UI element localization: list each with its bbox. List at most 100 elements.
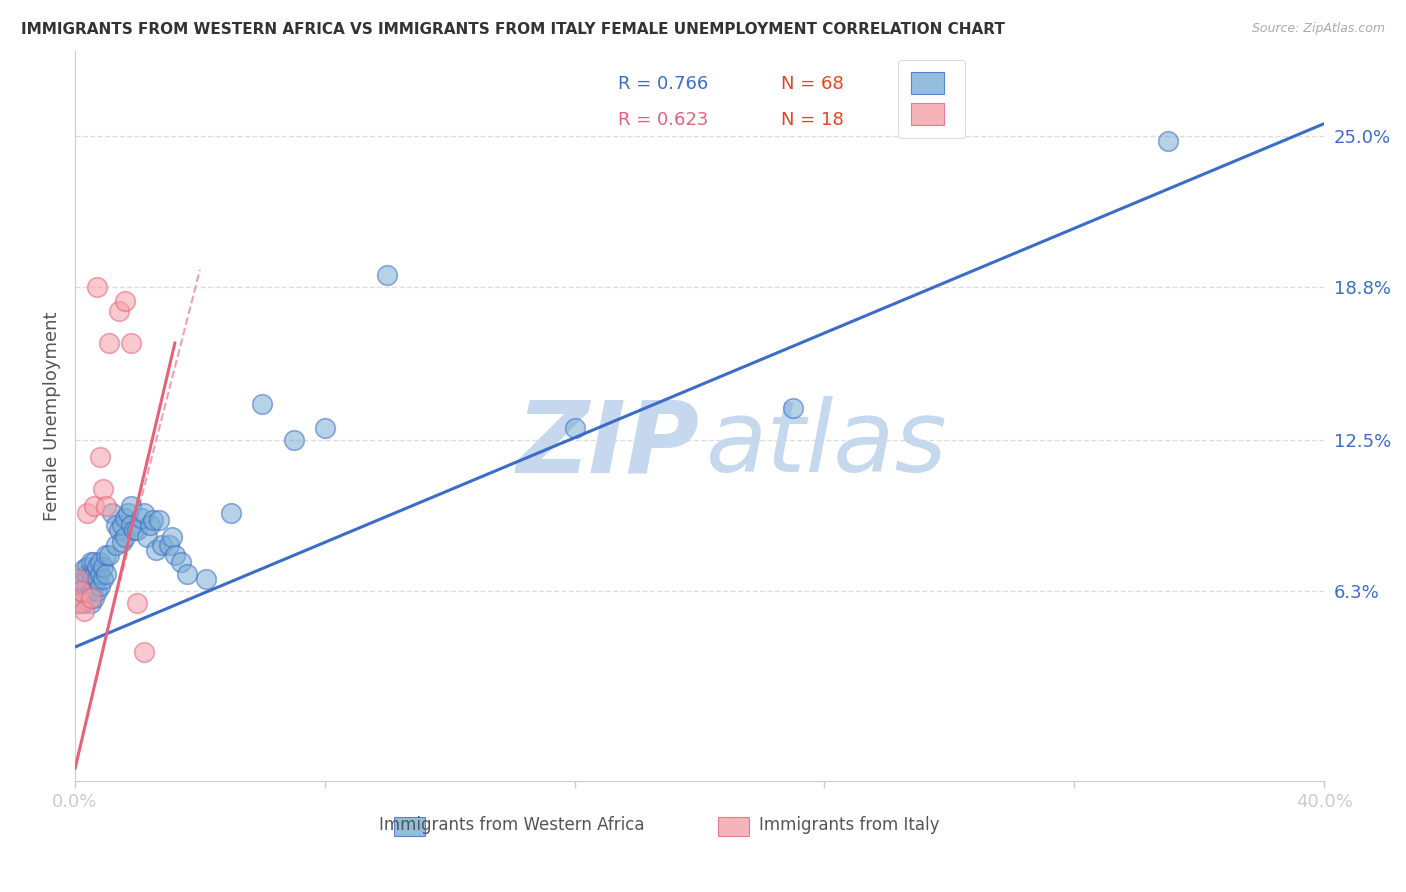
Immigrants from Italy (120, 335, 142, 350)
FancyBboxPatch shape (718, 817, 749, 836)
Immigrants from Western Africa (114, 531, 136, 545)
Immigrants from Western Africa (76, 574, 98, 589)
Immigrants from Western Africa (176, 566, 198, 581)
Text: R = 0.623: R = 0.623 (619, 111, 709, 129)
Text: N = 18: N = 18 (780, 111, 844, 129)
Immigrants from Western Africa (157, 538, 180, 552)
Immigrants from Western Africa (67, 596, 90, 610)
Legend: , : , (898, 60, 966, 138)
Text: Source: ZipAtlas.com: Source: ZipAtlas.com (1251, 22, 1385, 36)
Immigrants from Western Africa (111, 535, 134, 549)
Immigrants from Western Africa (104, 538, 127, 552)
Immigrants from Western Africa (70, 574, 93, 589)
Immigrants from Western Africa (160, 531, 183, 545)
Immigrants from Western Africa (79, 584, 101, 599)
Immigrants from Western Africa (219, 506, 242, 520)
Immigrants from Western Africa (1157, 134, 1180, 148)
Immigrants from Western Africa (170, 555, 193, 569)
Immigrants from Western Africa (83, 579, 105, 593)
Immigrants from Italy (114, 294, 136, 309)
Immigrants from Western Africa (145, 542, 167, 557)
Immigrants from Western Africa (83, 591, 105, 606)
Immigrants from Western Africa (79, 596, 101, 610)
Immigrants from Western Africa (86, 559, 108, 574)
Immigrants from Western Africa (79, 555, 101, 569)
Immigrants from Italy (96, 499, 118, 513)
Immigrants from Italy (70, 596, 93, 610)
Text: Immigrants from Italy: Immigrants from Italy (759, 815, 939, 834)
Immigrants from Italy (67, 596, 90, 610)
Immigrants from Western Africa (152, 538, 174, 552)
Immigrants from Italy (91, 482, 114, 496)
Text: N = 68: N = 68 (780, 75, 844, 93)
FancyBboxPatch shape (394, 817, 425, 836)
Immigrants from Western Africa (91, 559, 114, 574)
Text: atlas: atlas (706, 396, 948, 493)
Immigrants from Western Africa (782, 401, 804, 416)
Immigrants from Western Africa (76, 566, 98, 581)
Immigrants from Western Africa (111, 518, 134, 533)
Immigrants from Western Africa (76, 559, 98, 574)
Immigrants from Western Africa (132, 506, 155, 520)
Immigrants from Western Africa (73, 562, 96, 576)
Immigrants from Western Africa (375, 268, 398, 282)
Immigrants from Western Africa (98, 548, 121, 562)
Immigrants from Italy (73, 603, 96, 617)
Immigrants from Italy (107, 304, 129, 318)
Y-axis label: Female Unemployment: Female Unemployment (44, 311, 60, 521)
Immigrants from Western Africa (107, 523, 129, 537)
Immigrants from Western Africa (252, 396, 274, 410)
Immigrants from Western Africa (79, 574, 101, 589)
Immigrants from Western Africa (70, 584, 93, 599)
Immigrants from Western Africa (135, 531, 157, 545)
Immigrants from Western Africa (83, 566, 105, 581)
Immigrants from Western Africa (73, 586, 96, 600)
Immigrants from Western Africa (73, 574, 96, 589)
Immigrants from Western Africa (79, 566, 101, 581)
Immigrants from Italy (86, 280, 108, 294)
Immigrants from Western Africa (91, 572, 114, 586)
Immigrants from Western Africa (129, 511, 152, 525)
Immigrants from Western Africa (124, 523, 146, 537)
Immigrants from Western Africa (117, 506, 139, 520)
Text: IMMIGRANTS FROM WESTERN AFRICA VS IMMIGRANTS FROM ITALY FEMALE UNEMPLOYMENT CORR: IMMIGRANTS FROM WESTERN AFRICA VS IMMIGR… (21, 22, 1005, 37)
Immigrants from Western Africa (139, 518, 162, 533)
Immigrants from Western Africa (104, 518, 127, 533)
Immigrants from Western Africa (67, 579, 90, 593)
Immigrants from Western Africa (101, 506, 124, 520)
Immigrants from Italy (98, 335, 121, 350)
Immigrants from Italy (79, 591, 101, 606)
Immigrants from Western Africa (283, 433, 305, 447)
Immigrants from Western Africa (96, 548, 118, 562)
Text: R = 0.766: R = 0.766 (619, 75, 709, 93)
Immigrants from Western Africa (314, 421, 336, 435)
Immigrants from Western Africa (86, 572, 108, 586)
Immigrants from Italy (89, 450, 111, 465)
Immigrants from Western Africa (195, 572, 218, 586)
Immigrants from Western Africa (73, 596, 96, 610)
Immigrants from Italy (76, 506, 98, 520)
Immigrants from Western Africa (142, 513, 165, 527)
Immigrants from Italy (83, 499, 105, 513)
Immigrants from Western Africa (148, 513, 170, 527)
Immigrants from Western Africa (89, 579, 111, 593)
Immigrants from Western Africa (120, 518, 142, 533)
Immigrants from Western Africa (86, 584, 108, 599)
Text: Immigrants from Western Africa: Immigrants from Western Africa (380, 815, 645, 834)
Immigrants from Italy (67, 572, 90, 586)
Immigrants from Western Africa (89, 555, 111, 569)
Immigrants from Western Africa (127, 523, 149, 537)
Immigrants from Western Africa (564, 421, 586, 435)
Immigrants from Western Africa (114, 511, 136, 525)
Immigrants from Western Africa (83, 555, 105, 569)
Text: ZIP: ZIP (516, 396, 700, 493)
Immigrants from Western Africa (70, 591, 93, 606)
Immigrants from Western Africa (96, 566, 118, 581)
Immigrants from Western Africa (76, 584, 98, 599)
Immigrants from Western Africa (120, 499, 142, 513)
Immigrants from Italy (132, 645, 155, 659)
Immigrants from Italy (70, 584, 93, 599)
Immigrants from Western Africa (89, 566, 111, 581)
Immigrants from Western Africa (163, 548, 186, 562)
Immigrants from Italy (127, 596, 149, 610)
